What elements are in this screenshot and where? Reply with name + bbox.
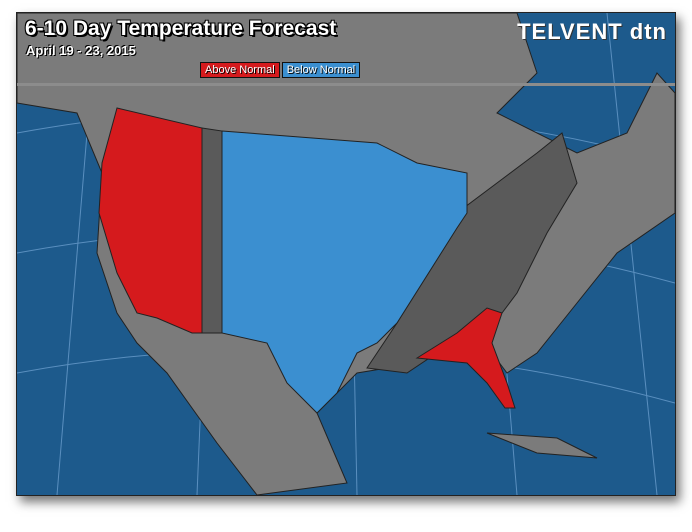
header-divider bbox=[17, 83, 675, 86]
region-above-normal-west bbox=[98, 107, 203, 334]
forecast-map: 6-10 Day Temperature Forecast April 19 -… bbox=[16, 12, 676, 496]
date-range: April 19 - 23, 2015 bbox=[26, 43, 136, 58]
region-near-normal-rockies bbox=[201, 127, 223, 334]
region-below-normal-central bbox=[221, 130, 468, 414]
land-cuba bbox=[486, 432, 598, 459]
map-canvas bbox=[17, 13, 675, 495]
legend-below-normal: Below Normal bbox=[281, 62, 361, 78]
legend: Above Normal Below Normal bbox=[200, 62, 361, 78]
map-title: 6-10 Day Temperature Forecast bbox=[25, 17, 337, 40]
region-above-normal-southeast bbox=[415, 307, 516, 409]
telvent-logo: TELVENT dtn bbox=[517, 19, 667, 44]
legend-above-normal: Above Normal bbox=[200, 62, 280, 78]
